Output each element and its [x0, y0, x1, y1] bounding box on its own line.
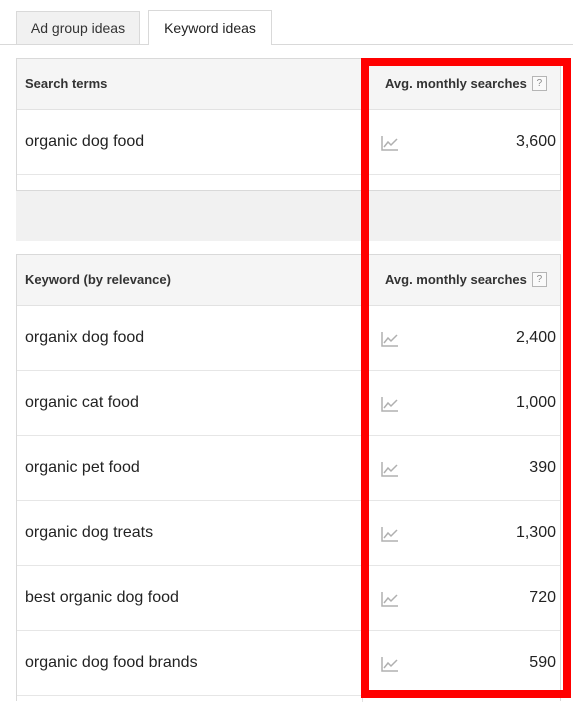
- avg-monthly-searches-value: 1,000: [515, 394, 556, 411]
- table-row: organic dog food 3,600: [17, 110, 560, 175]
- keyword-text: organic cat food: [25, 394, 139, 411]
- table-row: organic cat food 1,000: [17, 371, 560, 436]
- table-header: Keyword (by relevance) Avg. monthly sear…: [17, 255, 560, 306]
- table-row: best organic dog food 720: [17, 566, 560, 631]
- table-header: Search terms Avg. monthly searches?: [17, 59, 560, 110]
- avg-monthly-searches-column-header[interactable]: Avg. monthly searches?: [385, 59, 547, 109]
- help-icon[interactable]: ?: [531, 272, 547, 288]
- keyword-text: organic dog food brands: [25, 654, 198, 671]
- avg-monthly-searches-label: Avg. monthly searches: [385, 76, 527, 91]
- keyword-text: organix dog food: [25, 329, 145, 346]
- line-chart-icon[interactable]: [381, 396, 399, 412]
- keyword-text: best organic dog food: [25, 589, 179, 606]
- keyword-ideas-table: Keyword (by relevance) Avg. monthly sear…: [16, 254, 561, 702]
- avg-monthly-searches-value: 590: [529, 654, 556, 671]
- table-row: organix dog food 2,400: [17, 306, 560, 371]
- avg-monthly-searches-value: 1,300: [515, 524, 556, 541]
- avg-monthly-searches-value: 2,400: [515, 329, 556, 346]
- help-icon[interactable]: ?: [531, 76, 547, 92]
- line-chart-icon[interactable]: [381, 591, 399, 607]
- line-chart-icon[interactable]: [381, 526, 399, 542]
- keyword-text: organic pet food: [25, 459, 140, 476]
- table-row: organic dog food brands 590: [17, 631, 560, 696]
- tab-bar-divider: [0, 44, 573, 45]
- table-row: organic pet food 390: [17, 436, 560, 501]
- tab-bar: Ad group ideas Keyword ideas: [0, 0, 573, 45]
- line-chart-icon[interactable]: [381, 331, 399, 347]
- avg-monthly-searches-value: 390: [529, 459, 556, 476]
- keyword-text: organic dog food: [25, 133, 145, 150]
- tab-keyword-ideas[interactable]: Keyword ideas: [148, 10, 272, 45]
- search-terms-column-header[interactable]: Search terms: [25, 76, 108, 91]
- section-spacer: [16, 191, 561, 241]
- search-terms-table: Search terms Avg. monthly searches? orga…: [16, 58, 561, 191]
- keyword-by-relevance-column-header[interactable]: Keyword (by relevance): [25, 272, 171, 287]
- avg-monthly-searches-label: Avg. monthly searches: [385, 272, 527, 287]
- line-chart-icon[interactable]: [381, 461, 399, 477]
- line-chart-icon[interactable]: [381, 135, 399, 151]
- table-row: organic dog treats 1,300: [17, 501, 560, 566]
- keyword-text: organic dog treats: [25, 524, 154, 541]
- avg-monthly-searches-value: 720: [529, 589, 556, 606]
- tab-ad-group-ideas[interactable]: Ad group ideas: [16, 11, 140, 44]
- avg-monthly-searches-column-header[interactable]: Avg. monthly searches?: [385, 255, 547, 305]
- line-chart-icon[interactable]: [381, 656, 399, 672]
- avg-monthly-searches-value: 3,600: [515, 133, 556, 150]
